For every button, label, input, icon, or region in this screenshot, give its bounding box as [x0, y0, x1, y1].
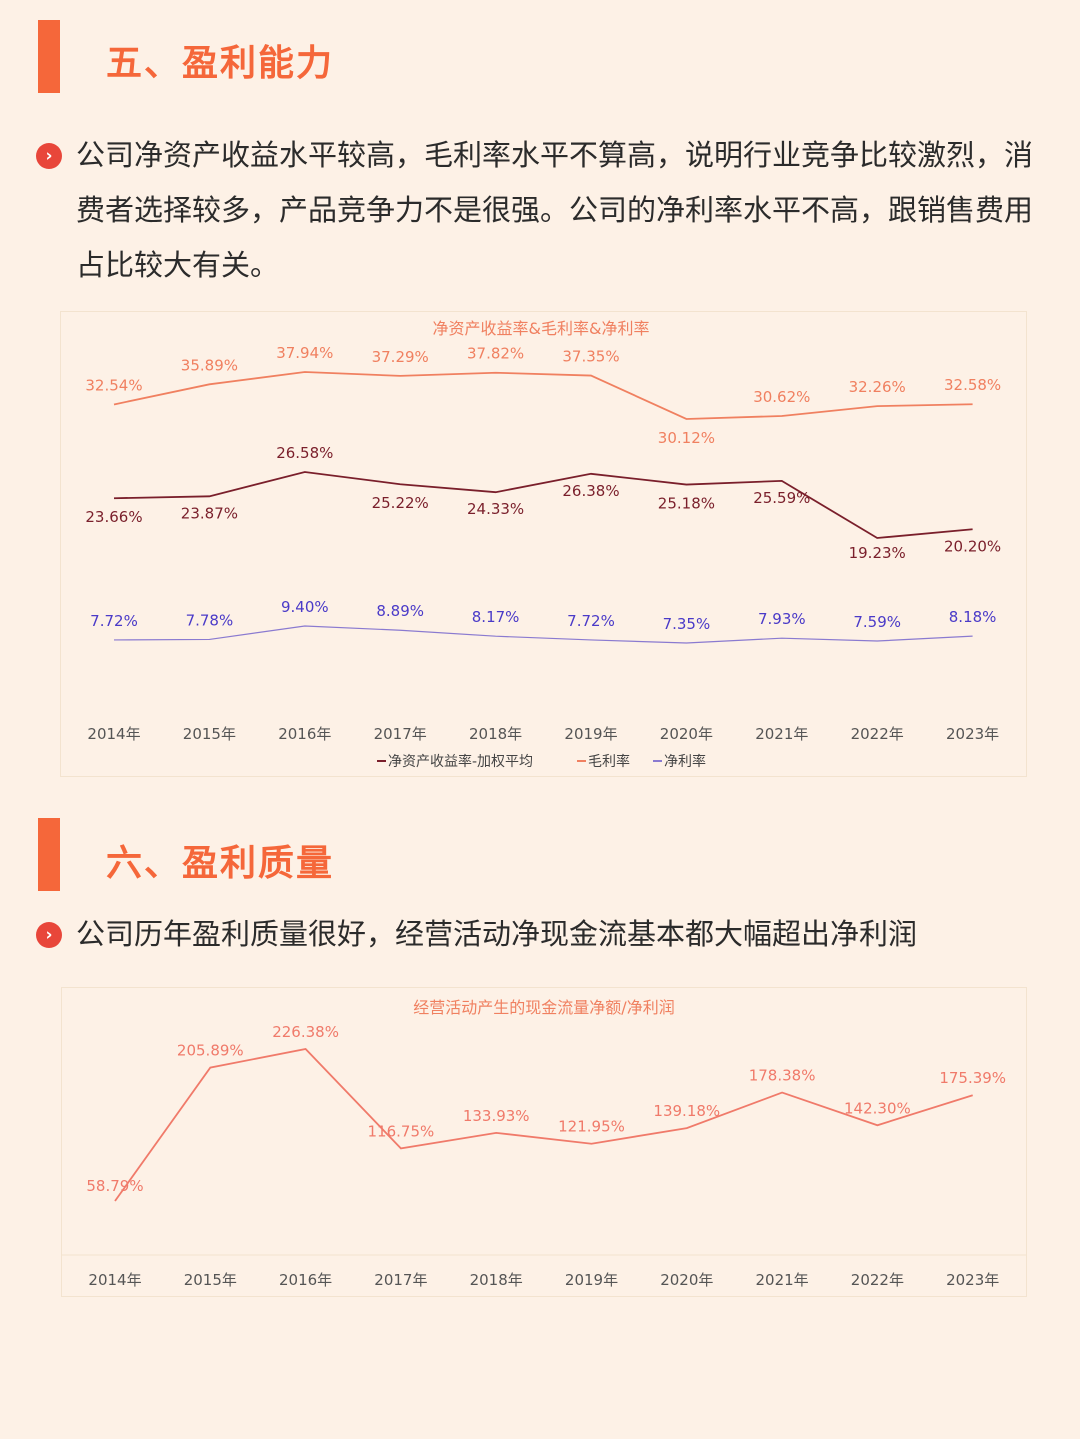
- chart1-data-label: 25.59%: [753, 489, 810, 507]
- chart1-data-label: 25.22%: [372, 494, 429, 512]
- chart1-series-line-1: [113, 471, 973, 539]
- chart2-data-label: 116.75%: [368, 1122, 435, 1140]
- chart2-data-label: 175.39%: [939, 1069, 1006, 1087]
- section5-paragraph: 公司净资产收益水平较高，毛利率水平不算高，说明行业竞争比较激烈，消费者选择较多，…: [76, 138, 1034, 282]
- chart1-data-label: 23.66%: [85, 508, 142, 526]
- chart1-data-label: 37.94%: [276, 344, 333, 362]
- chart2-data-label: 121.95%: [558, 1118, 625, 1136]
- chart2-data-label: 58.79%: [86, 1177, 143, 1195]
- chart1-x-tick-label: 2020年: [660, 725, 713, 743]
- chart1-data-label: 7.72%: [90, 612, 138, 630]
- chart2-x-tick-label: 2022年: [851, 1271, 904, 1289]
- chart1-x-tick-label: 2014年: [87, 725, 140, 743]
- chart1-data-label: 30.12%: [658, 429, 715, 447]
- chart1-x-tick-label: 2017年: [374, 725, 427, 743]
- chart1-data-label: 25.18%: [658, 495, 715, 513]
- chart1-legend-label: 毛利率: [588, 753, 630, 770]
- chart2-data-label: 205.89%: [177, 1042, 244, 1060]
- chart1-data-label: 32.26%: [849, 378, 906, 396]
- chart2-x-tick-label: 2014年: [88, 1271, 141, 1289]
- chart2-title: 经营活动产生的现金流量净额/净利润: [413, 998, 674, 1017]
- chart2-svg: 经营活动产生的现金流量净额/净利润 58.79% 205.89% 226.38% 116…: [62, 998, 1026, 1289]
- section6-paragraph: 公司历年盈利质量很好，经营活动净现金流基本都大幅超出净利润: [76, 917, 918, 951]
- chart1-svg: 净资产收益率&毛利率&净利率 32.54% 35.89% 37.94% 37.29% 37…: [85, 319, 1001, 770]
- chart1-series-line-0: [113, 371, 973, 420]
- chart1-data-label: 9.40%: [281, 598, 329, 616]
- chart1-data-label: 32.54%: [85, 376, 142, 394]
- chart1-x-tick-label: 2022年: [851, 725, 904, 743]
- chart1-title: 净资产收益率&毛利率&净利率: [433, 319, 650, 338]
- chart1-x-tick-label: 2018年: [469, 725, 522, 743]
- chart1-data-label: 7.35%: [663, 615, 711, 633]
- chart1-data-label: 8.89%: [376, 602, 424, 620]
- chart2-x-tick-label: 2018年: [470, 1271, 523, 1289]
- chart1-x-tick-label: 2021年: [755, 725, 808, 743]
- chart2-x-tick-label: 2021年: [756, 1271, 809, 1289]
- chart1-data-label: 23.87%: [181, 504, 238, 522]
- chart1-data-label: 32.58%: [944, 376, 1001, 394]
- chart2-x-tick-label: 2020年: [660, 1271, 713, 1289]
- section6-accent-bar: [38, 818, 60, 891]
- chart1-x-tick-label: 2023年: [946, 725, 999, 743]
- chart2-container: 经营活动产生的现金流量净额/净利润 58.79% 205.89% 226.38% 116…: [61, 987, 1027, 1297]
- section5-accent-bar: [38, 20, 60, 93]
- chart2-data-label: 226.38%: [272, 1023, 339, 1041]
- chart1-data-label: 7.72%: [567, 612, 615, 630]
- chart1-data-label: 37.29%: [372, 348, 429, 366]
- chart2-x-tick-label: 2019年: [565, 1271, 618, 1289]
- chart1-series-line-2: [113, 625, 973, 644]
- chart2-series-line: [114, 1048, 973, 1202]
- chart1-data-label: 30.62%: [753, 388, 810, 406]
- chart2-x-tick-label: 2023年: [946, 1271, 999, 1289]
- chart1-x-tick-label: 2015年: [183, 725, 236, 743]
- chart1-x-tick-label: 2019年: [564, 725, 617, 743]
- section6-title: 六、盈利质量: [106, 843, 335, 884]
- chart2-data-label: 142.30%: [844, 1099, 911, 1117]
- chart2-data-label: 133.93%: [463, 1107, 530, 1125]
- chart1-data-label: 7.78%: [186, 611, 234, 629]
- chart1-container: 净资产收益率&毛利率&净利率 32.54% 35.89% 37.94% 37.29% 37…: [60, 311, 1027, 777]
- chart1-data-label: 35.89%: [181, 356, 238, 374]
- section5-title: 五、盈利能力: [106, 43, 335, 84]
- chart2-data-label: 178.38%: [749, 1067, 816, 1085]
- chart2-x-tick-label: 2015年: [184, 1271, 237, 1289]
- chart2-data-label: 139.18%: [653, 1102, 720, 1120]
- chart2-x-tick-label: 2017年: [374, 1271, 427, 1289]
- chart1-data-label: 8.18%: [949, 608, 997, 626]
- chart1-data-label: 8.17%: [472, 608, 520, 626]
- chart1-data-label: 26.58%: [276, 444, 333, 462]
- chevron-right-circle-icon: ›: [36, 922, 62, 948]
- chart1-data-label: 37.82%: [467, 345, 524, 363]
- chart1-data-label: 7.93%: [758, 610, 806, 628]
- chart1-data-label: 24.33%: [467, 500, 524, 518]
- chart1-data-label: 19.23%: [849, 544, 906, 562]
- chart1-x-tick-label: 2016年: [278, 725, 331, 743]
- chart2-x-tick-label: 2016年: [279, 1271, 332, 1289]
- chart1-data-label: 37.35%: [562, 348, 619, 366]
- chevron-right-circle-icon: ›: [36, 143, 62, 169]
- chart1-data-label: 20.20%: [944, 537, 1001, 555]
- chart1-legend-label: 净资产收益率-加权平均: [388, 753, 533, 770]
- chart1-data-label: 7.59%: [853, 613, 901, 631]
- chart1-legend-label: 净利率: [664, 753, 706, 770]
- chart1-data-label: 26.38%: [562, 482, 619, 500]
